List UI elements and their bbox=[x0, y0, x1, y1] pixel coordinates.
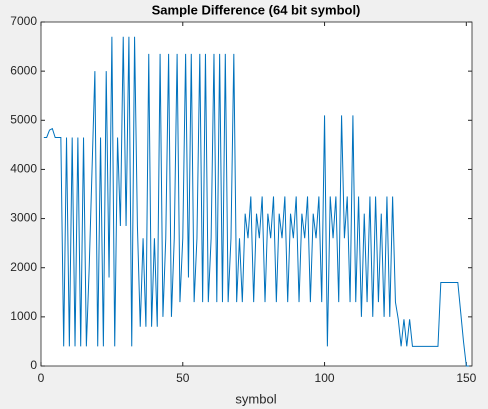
x-tick-label: 150 bbox=[456, 371, 476, 385]
x-tick-label: 100 bbox=[315, 371, 335, 385]
plot-area bbox=[40, 21, 473, 367]
y-tick-label: 0 bbox=[30, 358, 37, 372]
y-tick-label: 7000 bbox=[10, 14, 37, 28]
x-tick-label: 50 bbox=[176, 371, 190, 385]
chart-title: Sample Difference (64 bit symbol) bbox=[152, 2, 361, 17]
x-axis-label: symbol bbox=[235, 391, 276, 406]
y-tick-label: 5000 bbox=[10, 112, 37, 126]
x-tick-label: 0 bbox=[38, 371, 45, 385]
y-tick-label: 4000 bbox=[10, 162, 37, 176]
y-tick-label: 6000 bbox=[10, 63, 37, 77]
y-tick-label: 3000 bbox=[10, 211, 37, 225]
data-line bbox=[43, 36, 470, 367]
y-tick-label: 1000 bbox=[10, 309, 37, 323]
y-tick-label: 2000 bbox=[10, 260, 37, 274]
